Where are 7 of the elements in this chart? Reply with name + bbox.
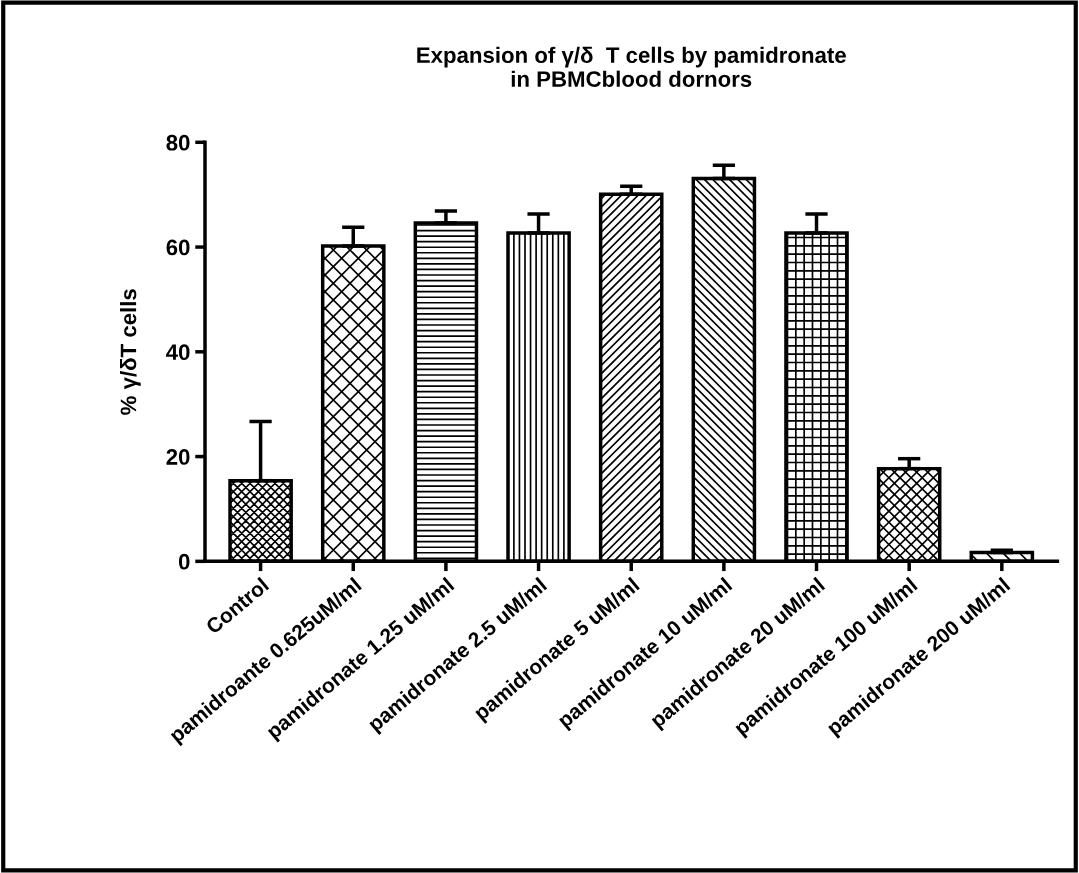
y-tick-label: 60 <box>166 239 190 256</box>
y-tick-label: 0 <box>178 553 190 570</box>
y-tick-label: 40 <box>166 344 190 361</box>
y-axis-title: % γ/δT cells <box>120 289 141 415</box>
y-tick-label: 20 <box>166 449 190 465</box>
y-tick-label: 80 <box>166 134 190 151</box>
chart-title: Expansion of γ/δ T cells by pamidronate in PBMCblood dornors <box>417 46 846 87</box>
